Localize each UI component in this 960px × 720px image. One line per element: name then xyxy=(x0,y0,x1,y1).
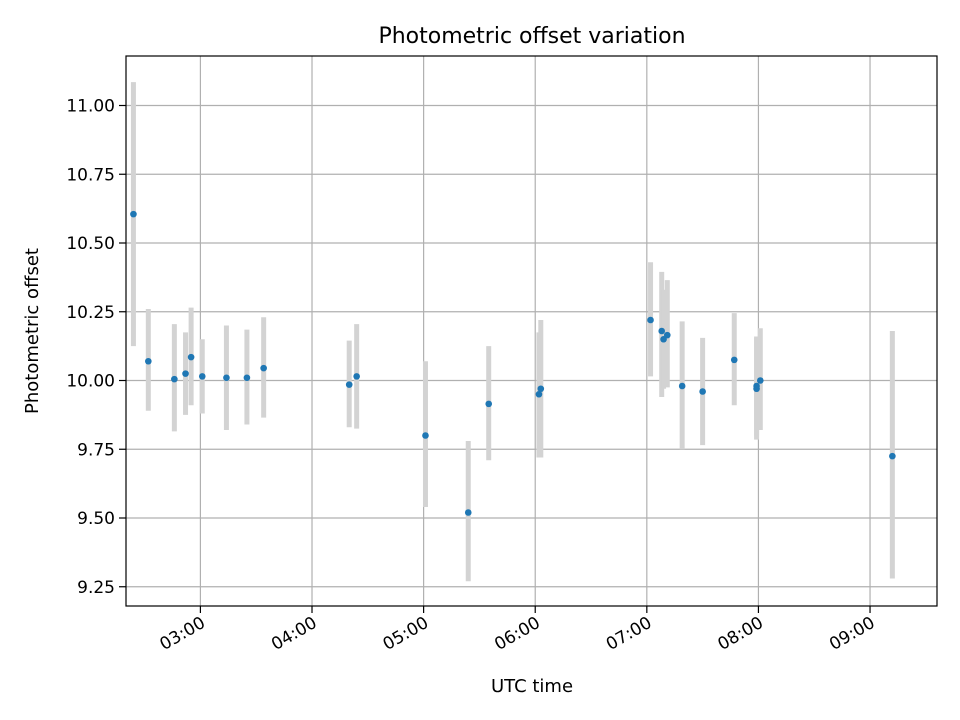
data-point xyxy=(699,388,706,395)
data-point xyxy=(753,385,760,393)
y-tick-label: 10.50 xyxy=(66,234,115,254)
chart-title: Photometric offset variation xyxy=(378,24,685,49)
data-point xyxy=(223,374,230,382)
y-tick-label: 10.75 xyxy=(66,165,115,185)
y-tick-label: 9.50 xyxy=(77,509,115,529)
data-point xyxy=(243,374,251,382)
data-point xyxy=(756,377,764,384)
data-point xyxy=(345,381,353,388)
data-point xyxy=(260,364,267,372)
data-point xyxy=(182,370,189,377)
data-point xyxy=(198,373,206,380)
y-axis-label: Photometric offset xyxy=(22,248,43,414)
data-point xyxy=(171,375,178,383)
data-point xyxy=(485,400,493,408)
data-point xyxy=(730,356,738,364)
data-point xyxy=(187,353,195,361)
data-points xyxy=(130,210,896,516)
y-tick-label: 9.25 xyxy=(77,578,115,598)
y-tick-label: 10.25 xyxy=(66,303,115,323)
x-axis-label: UTC time xyxy=(491,676,573,697)
data-point xyxy=(464,509,472,516)
data-point xyxy=(422,432,429,439)
data-point xyxy=(353,373,360,380)
data-point xyxy=(658,327,666,335)
data-point xyxy=(647,316,654,324)
data-point xyxy=(535,390,543,398)
y-tick-label: 9.75 xyxy=(77,440,115,460)
data-point xyxy=(889,452,896,460)
data-point xyxy=(145,357,152,365)
data-point xyxy=(663,331,671,339)
y-tick-label: 11.00 xyxy=(66,97,115,117)
y-tick-label: 10.00 xyxy=(66,372,115,392)
data-point xyxy=(537,385,545,393)
data-point xyxy=(130,210,137,218)
plot-frame xyxy=(125,55,938,607)
data-point xyxy=(678,382,686,390)
